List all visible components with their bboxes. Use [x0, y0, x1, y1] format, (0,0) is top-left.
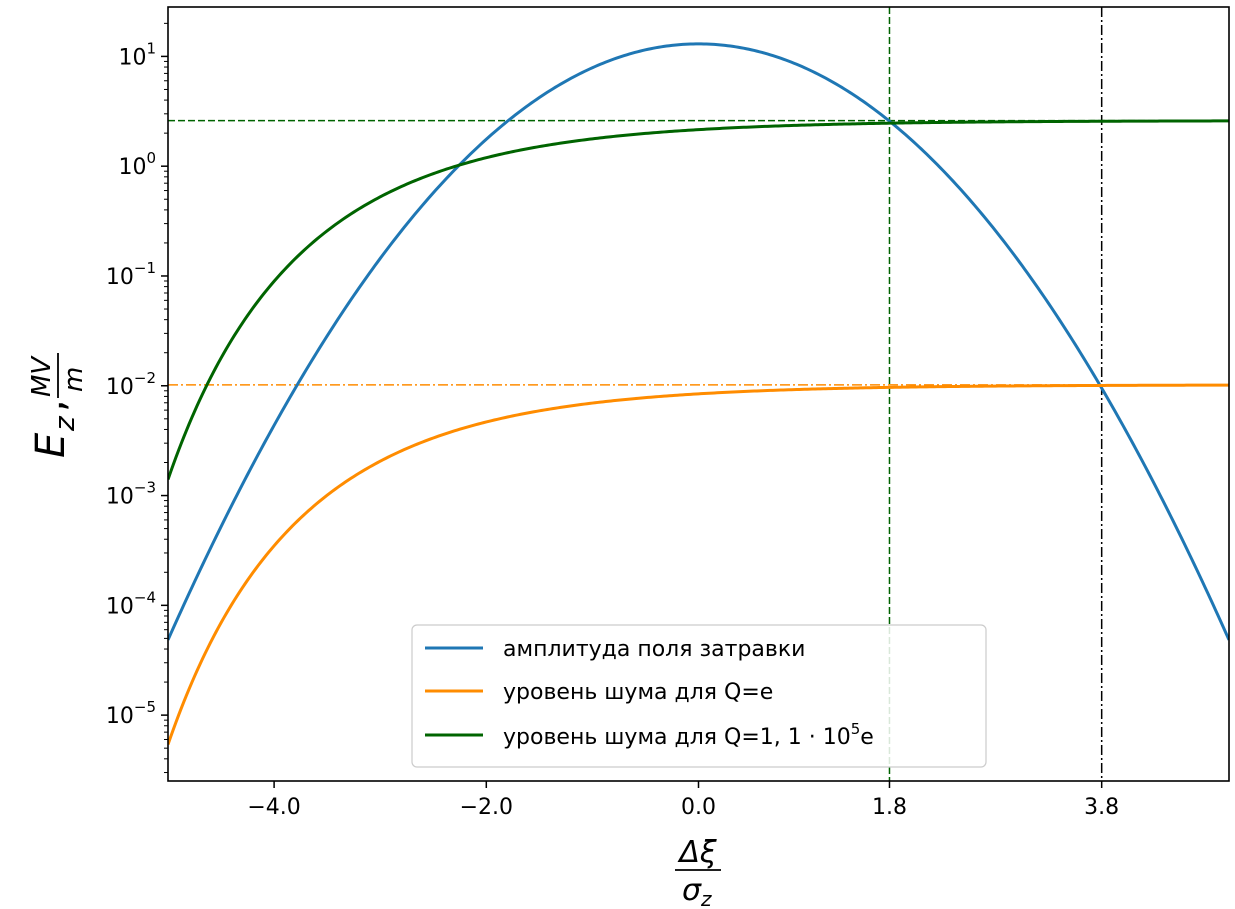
plot-frame [167, 6, 1230, 782]
y-label-sep: , [28, 399, 74, 412]
x-tick-label-2: 0.0 [681, 795, 716, 820]
x-tick-label-1: −2.0 [460, 795, 513, 820]
x-tick-label-0: −4.0 [247, 795, 300, 820]
legend-label-noise-e: уровень шума для Q=e [503, 680, 773, 705]
x-tick-label-3: 1.8 [872, 795, 907, 820]
series-lines [168, 42, 1229, 746]
y-label-frac-num: MV [27, 355, 57, 397]
y-tick-label-6: 10−5 [106, 698, 156, 729]
series-line-2 [168, 119, 1229, 481]
series-line-0 [168, 42, 1229, 641]
y-tick-label-3: 10−2 [106, 369, 156, 400]
y-tick-label-4: 10−3 [106, 479, 156, 510]
y-tick-label-1: 100 [118, 149, 156, 180]
y-tick-label-2: 10−1 [106, 259, 156, 290]
y-axis-label: E z , MV m [27, 353, 89, 458]
series-line-1 [168, 383, 1229, 746]
x-label-denominator: σ [682, 873, 702, 908]
x-axis-ticks: −4.0 −2.0 0.0 1.8 3.8 [247, 781, 1119, 820]
legend-label-noise-q: уровень шума для Q=1, 1 · 105e [503, 720, 874, 750]
x-axis-label: Δξ σ z [675, 835, 721, 909]
y-tick-label-5: 10−4 [106, 588, 156, 619]
y-axis-ticks: 101 100 10−1 10−2 10−3 10−4 10−5 [106, 22, 168, 774]
y-label-frac-den: m [59, 367, 89, 392]
y-label-sub: z [48, 415, 81, 432]
x-tick-label-4: 3.8 [1084, 795, 1119, 820]
legend-label-seed: амплитуда поля затравки [503, 637, 805, 662]
x-label-numerator: Δξ [677, 835, 717, 870]
x-label-denominator-sub: z [700, 887, 712, 909]
y-tick-label-0: 101 [118, 39, 156, 70]
legend-box [411, 624, 987, 768]
legend: амплитуда поля затравки уровень шума для… [411, 624, 987, 768]
y-label-main: E [28, 432, 74, 458]
